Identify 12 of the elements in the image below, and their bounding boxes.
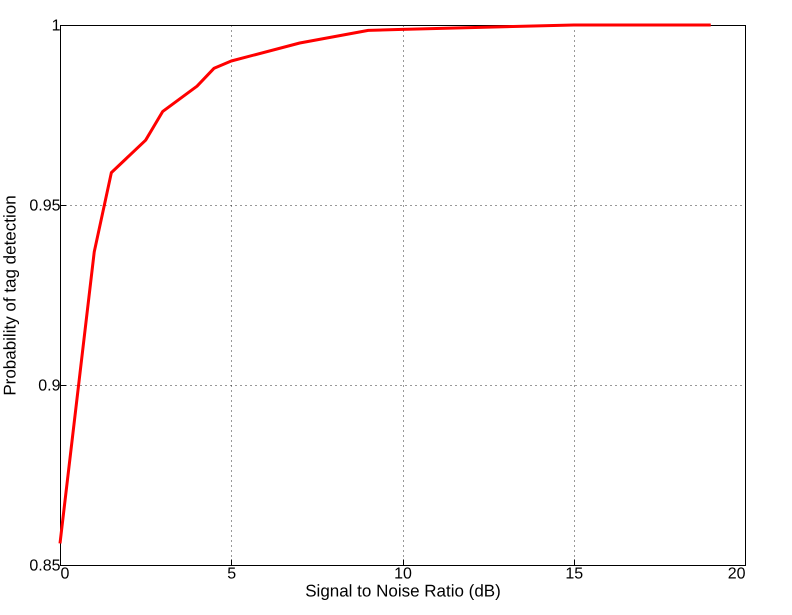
line-series bbox=[58, 24, 712, 545]
x-tick-label: 20 bbox=[728, 566, 746, 582]
x-axis-title: Signal to Noise Ratio (dB) bbox=[305, 582, 501, 600]
y-tick-label: 0.9 bbox=[38, 378, 61, 394]
x-tick-label: 10 bbox=[394, 566, 412, 582]
y-tick-label: 0.85 bbox=[29, 558, 61, 574]
y-axis-title: Probability of tag detection bbox=[0, 195, 20, 396]
y-tick-label: 1 bbox=[52, 18, 61, 34]
y-tick-label: 0.95 bbox=[29, 198, 61, 214]
x-tick-label: 15 bbox=[565, 566, 584, 582]
x-tick-label: 0 bbox=[60, 566, 70, 582]
x-tick-label: 5 bbox=[227, 566, 236, 582]
